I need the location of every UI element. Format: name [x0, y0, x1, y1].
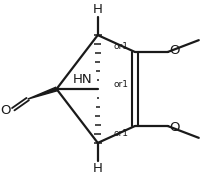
Text: O: O: [169, 121, 179, 134]
Text: or1: or1: [113, 129, 128, 138]
Text: or1: or1: [113, 41, 128, 51]
Polygon shape: [28, 87, 57, 99]
Text: O: O: [1, 104, 11, 117]
Text: or1: or1: [113, 80, 128, 89]
Text: H: H: [93, 162, 103, 175]
Text: H: H: [93, 3, 103, 16]
Text: HN: HN: [73, 74, 93, 87]
Text: O: O: [169, 44, 179, 57]
